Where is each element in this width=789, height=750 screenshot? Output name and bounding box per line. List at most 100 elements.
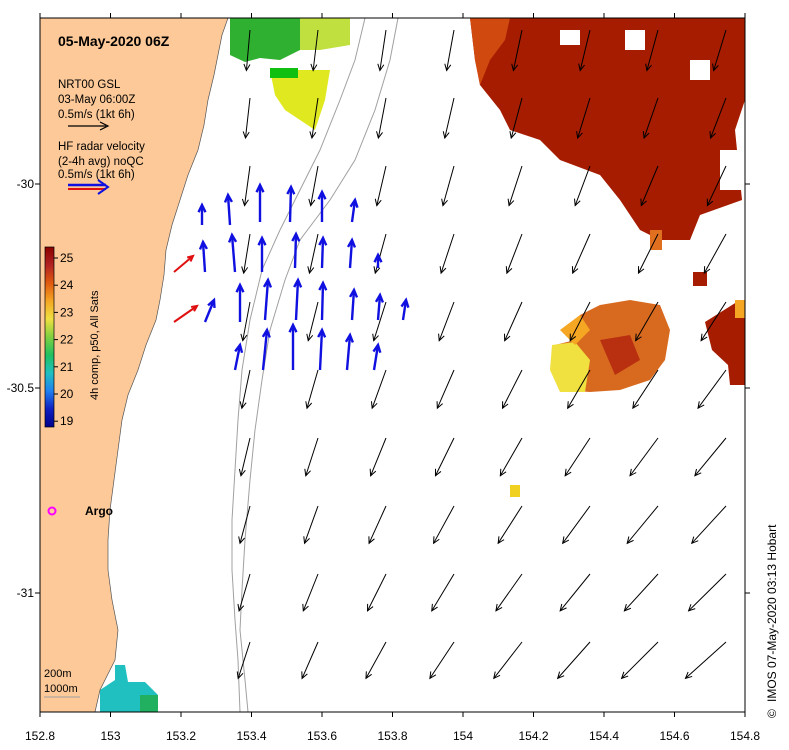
gsl-arrow [511, 29, 523, 72]
gsl-arrow [505, 233, 523, 275]
gsl-arrow [645, 29, 659, 72]
gsl-arrow [503, 301, 523, 342]
gsl-arrow [556, 641, 591, 680]
gsl-arrow [240, 301, 251, 342]
gsl-arrow [308, 165, 319, 207]
y-tick-label: -31 [17, 586, 35, 600]
axis-ticks: 152.8 153 153.2 153.4 153.6 153.8 154 154.2 154.… [7, 13, 760, 743]
gsl-arrow [559, 573, 591, 612]
gsl-arrow [243, 29, 251, 72]
sst-patches [100, 18, 745, 712]
hf-radar-arrow [197, 202, 207, 225]
copyright-icon: © [765, 709, 779, 718]
x-tick-label: 153.8 [377, 729, 407, 743]
hf-radar-arrow [349, 287, 359, 321]
gsl-arrow [438, 301, 455, 342]
gsl-arrow [301, 641, 319, 680]
sst-patch-northeast-edge [470, 18, 510, 85]
gsl-arrow [238, 437, 251, 477]
gsl-arrow [495, 573, 523, 612]
gsl-arrow [303, 505, 319, 545]
gsl-arrow [703, 233, 727, 275]
legend-gsl-title: NRT00 GSL [58, 79, 121, 91]
legend-hf-arrow [97, 179, 110, 195]
hf-radar-arrow [223, 192, 233, 226]
hf-radar-arrow [349, 197, 359, 223]
gsl-arrow [433, 505, 455, 545]
gsl-arrow [578, 29, 591, 72]
gsl-arrow [444, 29, 455, 72]
hf-radar-arrow [198, 239, 208, 273]
colorbar-gradient [44, 246, 55, 428]
hf-radar-arrow [346, 237, 357, 269]
gsl-arrow [694, 437, 727, 477]
gsl-arrow [241, 233, 251, 275]
hf-radar-arrow [288, 322, 298, 370]
gsl-arrow [697, 369, 727, 410]
gsl-arrow [367, 573, 387, 612]
x-tick-label: 153.2 [166, 729, 196, 743]
x-tick-label: 152.8 [25, 729, 55, 743]
gsl-arrow [307, 233, 319, 275]
gsl-arrow [635, 301, 659, 342]
hf-radar-arrow [261, 327, 271, 371]
gsl-arrow [242, 97, 251, 140]
colorbar-tick-label: 21 [60, 360, 74, 374]
gsl-arrow [434, 437, 455, 477]
gsl-arrow [441, 165, 455, 207]
contour-200m [231, 17, 366, 713]
gsl-arrow [236, 641, 251, 680]
gsl-arrow [567, 369, 591, 410]
hf-radar-arrow [255, 182, 265, 222]
gsl-arrow [306, 301, 319, 342]
gsl-arrow [576, 97, 591, 140]
gsl-arrow [642, 97, 659, 140]
gsl-arrow [309, 97, 319, 140]
hf-radar-arrow [400, 297, 410, 321]
gsl-arrow [365, 641, 387, 680]
colorbar-tick-label: 19 [60, 414, 74, 428]
hf-radar-arrow [318, 280, 328, 321]
gsl-arrow [377, 29, 387, 72]
gsl-arrow [239, 369, 251, 410]
gsl-arrow [376, 97, 387, 140]
gsl-arrow [442, 97, 455, 140]
legend-hf-line1: HF radar velocity [58, 141, 145, 153]
hf-radar-arrow [203, 297, 216, 323]
gsl-arrow [561, 505, 591, 545]
colorbar-tick-label: 24 [60, 278, 74, 292]
hf-radar-arrow [286, 184, 296, 223]
gsl-arrow [237, 573, 251, 612]
gsl-arrow [305, 369, 319, 410]
x-tick-label: 154.6 [659, 729, 689, 743]
gsl-arrow [684, 641, 727, 680]
x-tick-label: 153.4 [236, 729, 266, 743]
hf-radar-arrow [262, 277, 273, 321]
contour-1000m [239, 17, 399, 713]
gsl-arrow [374, 165, 387, 207]
argo-label: Argo [85, 504, 113, 518]
colorbar-tick-label: 22 [60, 333, 74, 347]
y-tick-label: -30.5 [7, 381, 35, 395]
legend-hf-line2: (2-4h avg) noQC [58, 156, 144, 168]
hf-radar-arrow [372, 342, 382, 371]
map-title: 05-May-2020 06Z [58, 33, 170, 49]
gsl-arrow [632, 369, 659, 410]
gsl-arrow [706, 165, 727, 207]
gsl-arrow [497, 505, 523, 545]
hf-radar-arrow [235, 282, 245, 322]
x-tick-label: 154.8 [730, 729, 760, 743]
gsl-arrow [499, 437, 523, 477]
legend: NRT00 GSL 03-May 06:00Z 0.5m/s (1kt 6h) … [58, 79, 145, 195]
hf-radar-arrow-field [173, 182, 410, 371]
hf-radar-arrow [373, 252, 383, 268]
credit-text: IMOS 07-May-2020 03:13 Hobart [765, 524, 779, 702]
colorbar-tick-label: 23 [60, 305, 74, 319]
gsl-arrow [712, 29, 727, 72]
gsl-arrow [431, 573, 455, 612]
legend-gsl-scale: 0.5m/s (1kt 6h) [58, 109, 135, 121]
colorbar-tick-label: 20 [60, 387, 74, 401]
hf-radar-arrow [233, 342, 244, 371]
gsl-arrow [436, 369, 455, 410]
